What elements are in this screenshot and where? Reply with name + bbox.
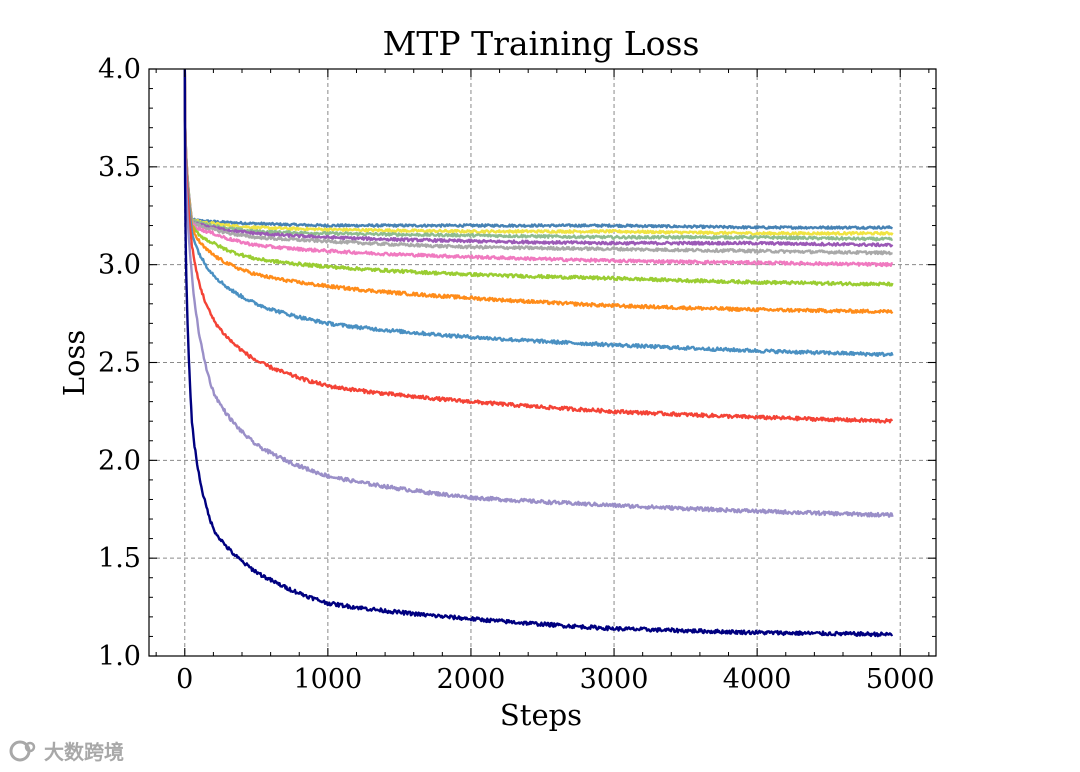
- series-line-5: [183, 68, 893, 256]
- x-axis-label: Steps: [500, 698, 582, 732]
- x-tick-label: 1000: [294, 664, 363, 695]
- grid: [149, 68, 936, 657]
- series-line-3: [183, 68, 894, 242]
- y-tick-label: 1.5: [98, 543, 141, 574]
- series-line-9: [183, 68, 894, 358]
- series-line-2: [183, 68, 894, 236]
- watermark-text: 大数跨境: [44, 740, 124, 764]
- series-line-8: [183, 68, 894, 314]
- series-line-11: [183, 68, 894, 518]
- watermark: 大数跨境: [8, 736, 124, 765]
- axis-ticks: 0 1000 2000 3000 4000 5000 1.0 1.5 2.0 2.5 3.0 3.5 4…: [98, 54, 936, 695]
- x-tick-label: 2000: [437, 664, 506, 695]
- y-tick-label: 3.0: [98, 250, 141, 281]
- series-line-10: [183, 68, 894, 424]
- series-lines: [183, 68, 894, 638]
- x-tick-label: 5000: [866, 664, 935, 695]
- y-tick-label: 2.0: [98, 445, 141, 476]
- y-tick-label: 1.0: [98, 641, 141, 672]
- series-line-12: [183, 68, 894, 638]
- y-tick-label: 2.5: [98, 348, 141, 379]
- y-tick-label: 3.5: [98, 152, 141, 183]
- x-tick-label: 3000: [580, 664, 649, 695]
- series-line-6: [183, 68, 894, 268]
- series-line-1: [183, 68, 893, 230]
- x-tick-label: 0: [176, 664, 193, 695]
- watermark-logo-icon: [9, 740, 36, 761]
- y-axis-label: Loss: [57, 330, 91, 396]
- chart-title: MTP Training Loss: [383, 24, 700, 63]
- series-line-7: [183, 68, 894, 287]
- y-tick-label: 4.0: [98, 54, 141, 85]
- series-line-4: [183, 68, 894, 248]
- x-tick-label: 4000: [723, 664, 792, 695]
